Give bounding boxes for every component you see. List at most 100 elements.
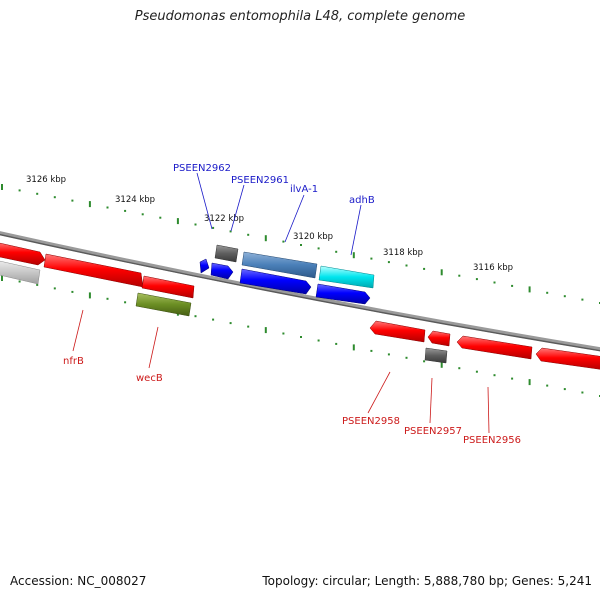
gene-arrow[interactable] xyxy=(0,260,41,285)
gene-label-adhB[interactable]: adhB xyxy=(349,195,375,206)
major-tick xyxy=(352,344,355,351)
minor-tick xyxy=(475,278,478,281)
gene-arrow-ilvA-1[interactable] xyxy=(241,251,318,279)
minor-tick xyxy=(405,264,408,267)
minor-tick xyxy=(546,291,549,294)
reverse-strand-genes xyxy=(135,292,600,370)
gene-arrow[interactable] xyxy=(141,275,195,299)
minor-tick xyxy=(370,257,373,260)
minor-tick xyxy=(493,374,496,377)
minor-tick xyxy=(71,290,74,293)
gene-arrow-adhB[interactable] xyxy=(318,265,375,289)
minor-tick xyxy=(300,336,302,338)
gene-arrow[interactable] xyxy=(535,347,600,370)
gene-label-wecB[interactable]: wecB xyxy=(136,373,163,384)
minor-tick xyxy=(106,297,109,300)
minor-tick xyxy=(387,261,390,264)
genome-summary: Topology: circular; Length: 5,888,780 bp… xyxy=(262,574,592,588)
minor-tick xyxy=(18,189,21,192)
minor-tick xyxy=(247,325,250,328)
major-tick xyxy=(352,252,355,259)
minor-tick xyxy=(194,223,197,226)
minor-tick xyxy=(194,315,197,318)
gene-arrow[interactable] xyxy=(239,268,312,295)
major-tick xyxy=(1,184,3,190)
minor-tick xyxy=(493,281,496,284)
major-tick xyxy=(528,379,531,386)
minor-tick xyxy=(423,360,426,363)
reverse-gene-labels: nfrB wecB PSEEN2958 PSEEN2957 PSEEN2956 xyxy=(63,309,521,446)
minor-tick xyxy=(124,209,127,212)
minor-tick xyxy=(317,247,320,250)
minor-tick xyxy=(53,196,56,199)
gene-label-PSEEN2958[interactable]: PSEEN2958 xyxy=(342,416,400,427)
gene-arrow[interactable] xyxy=(214,244,239,263)
ruler-label-3124: 3124 kbp xyxy=(115,195,155,205)
ruler-label-3118: 3118 kbp xyxy=(383,248,423,258)
minor-tick xyxy=(317,339,320,342)
major-tick xyxy=(176,218,179,225)
minor-tick xyxy=(106,206,109,209)
minor-tick xyxy=(423,267,426,270)
major-tick xyxy=(440,269,443,276)
forward-strand-genes xyxy=(0,242,375,305)
gene-arrow-PSEEN2957[interactable] xyxy=(424,347,448,364)
minor-tick xyxy=(581,298,584,301)
minor-tick xyxy=(229,230,232,233)
minor-tick xyxy=(247,233,250,236)
minor-tick xyxy=(53,287,56,290)
gene-label-PSEEN2962[interactable]: PSEEN2962 xyxy=(173,163,231,174)
major-tick xyxy=(1,275,3,281)
minor-tick xyxy=(282,240,285,243)
gene-arrow[interactable] xyxy=(0,242,46,266)
minor-tick xyxy=(18,280,21,283)
gene-label-nfrB[interactable]: nfrB xyxy=(63,356,84,367)
gene-label-PSEEN2961[interactable]: PSEEN2961 xyxy=(231,175,289,186)
gene-arrow-PSEEN2958[interactable] xyxy=(369,320,426,343)
gene-arrow-PSEEN2956[interactable] xyxy=(456,335,533,360)
gene-label-PSEEN2956[interactable]: PSEEN2956 xyxy=(463,435,521,446)
minor-tick xyxy=(458,274,461,277)
major-tick xyxy=(88,201,91,208)
minor-tick xyxy=(405,356,408,359)
gene-arrow-PSEEN2962[interactable] xyxy=(199,258,210,274)
gene-arrow[interactable] xyxy=(315,283,371,305)
major-tick xyxy=(440,361,443,368)
minor-tick xyxy=(159,216,162,219)
genome-title: Pseudomonas entomophila L48, complete ge… xyxy=(134,9,466,24)
minor-tick xyxy=(387,353,390,356)
minor-tick xyxy=(124,301,127,304)
gene-arrow-wecB[interactable] xyxy=(135,292,192,317)
minor-tick xyxy=(212,226,215,229)
minor-tick xyxy=(511,284,514,287)
minor-tick xyxy=(335,250,338,253)
minor-tick xyxy=(458,367,461,370)
minor-tick xyxy=(36,283,39,286)
minor-tick xyxy=(475,370,478,373)
gene-arrow-PSEEN2961[interactable] xyxy=(210,262,234,280)
minor-tick xyxy=(71,199,74,202)
minor-tick xyxy=(335,342,338,345)
forward-gene-labels: PSEEN2962 PSEEN2961 ilvA-1 adhB xyxy=(173,163,375,256)
gene-label-ilvA-1[interactable]: ilvA-1 xyxy=(290,184,318,195)
ruler-label-3126: 3126 kbp xyxy=(26,175,66,185)
ruler-label-3120: 3120 kbp xyxy=(293,232,333,242)
minor-tick xyxy=(300,244,302,246)
minor-tick xyxy=(212,318,215,321)
minor-tick xyxy=(563,295,566,298)
minor-tick xyxy=(282,332,285,335)
forward-tick-track xyxy=(1,184,600,304)
gene-arrow[interactable] xyxy=(427,330,451,347)
major-tick xyxy=(264,235,267,242)
ruler-label-3122: 3122 kbp xyxy=(204,214,244,224)
minor-tick xyxy=(229,322,232,325)
gene-label-PSEEN2957[interactable]: PSEEN2957 xyxy=(404,426,462,437)
major-tick xyxy=(88,292,91,299)
minor-tick xyxy=(563,388,566,391)
ruler-labels: 3126 kbp 3124 kbp 3122 kbp 3120 kbp 3118… xyxy=(26,175,513,273)
minor-tick xyxy=(141,213,144,216)
ruler-label-3116: 3116 kbp xyxy=(473,263,513,273)
minor-tick xyxy=(36,192,39,195)
minor-tick xyxy=(581,391,584,394)
